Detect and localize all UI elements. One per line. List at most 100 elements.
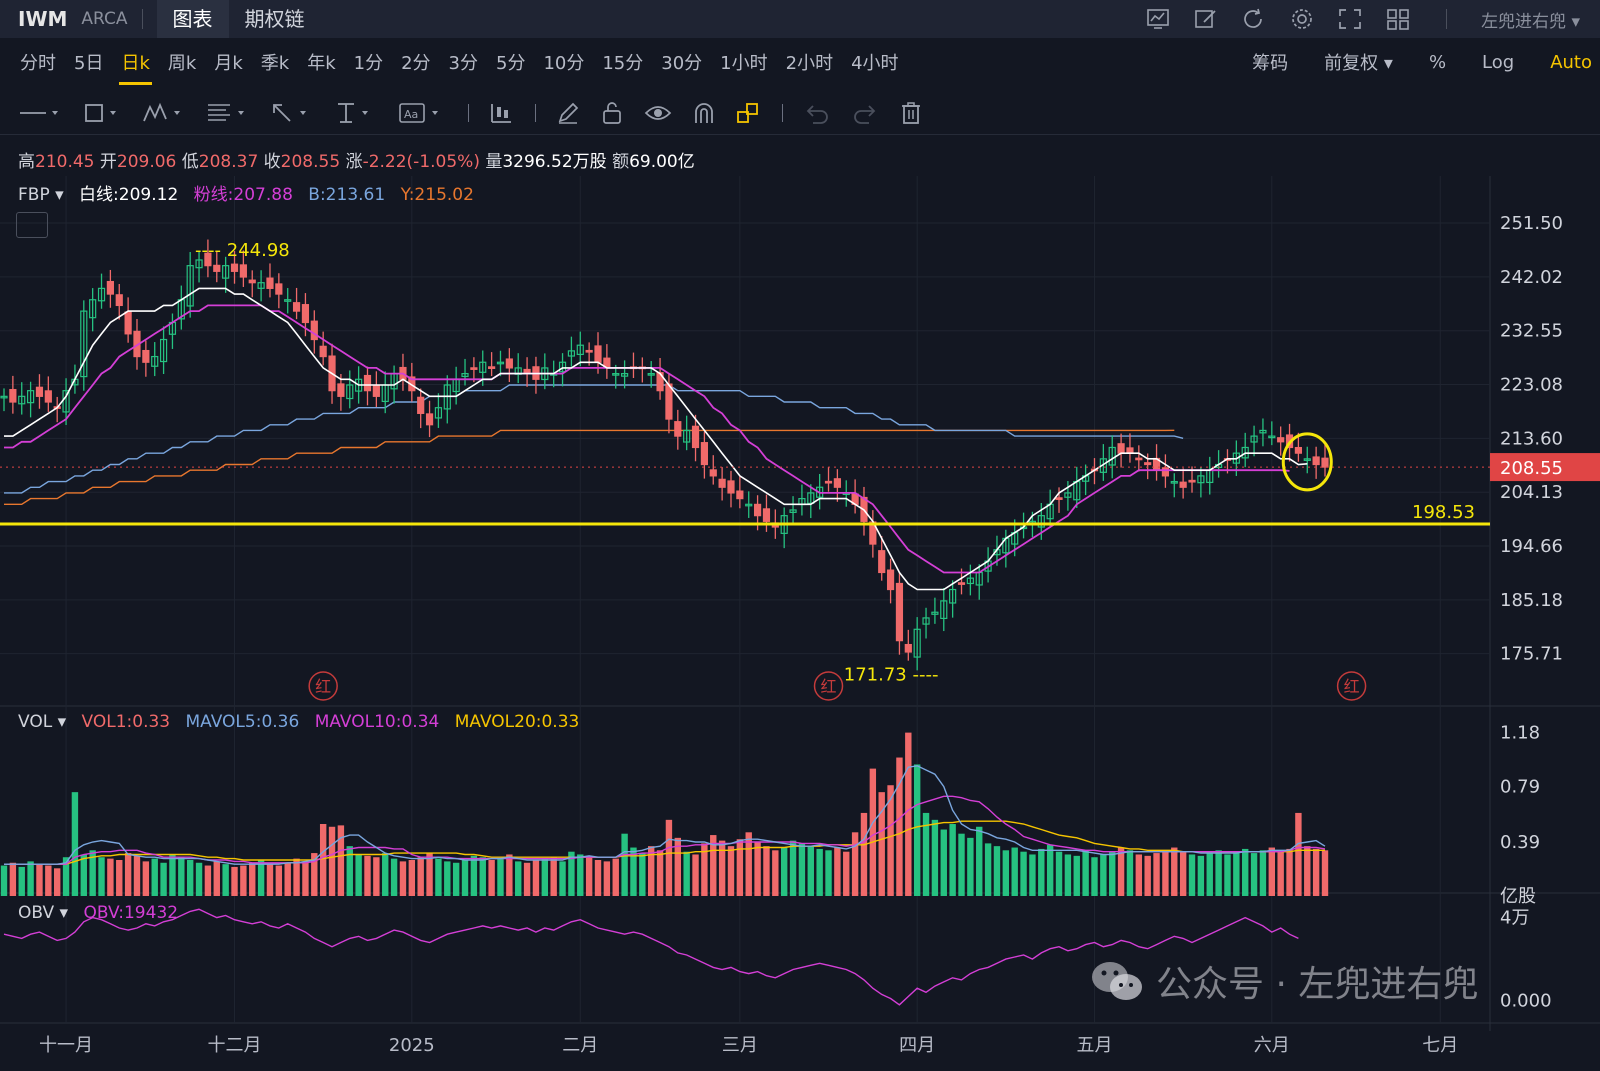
candle-body [727, 480, 735, 494]
draw-icon[interactable] [1192, 5, 1220, 33]
period-2min[interactable]: 2分 [401, 53, 431, 74]
text-tool-icon[interactable]: Aa [398, 95, 446, 131]
chart-options: 筹码 前复权 ▾ % Log Auto [1252, 40, 1592, 84]
auto-toggle[interactable]: Auto [1550, 51, 1592, 73]
vol1-value: VOL1:0.33 [81, 712, 171, 732]
volume-bar [843, 851, 850, 896]
signal-marker [308, 671, 338, 701]
adjust-dropdown[interactable]: 前复权 ▾ [1324, 53, 1393, 74]
candle-body [1170, 480, 1178, 484]
candle-body [372, 384, 380, 397]
settings-icon[interactable] [1288, 5, 1316, 33]
vol-indicator-name[interactable]: VOL ▾ [18, 712, 67, 732]
eye-icon[interactable] [644, 95, 672, 131]
volume-bar [887, 785, 894, 896]
period-weekly[interactable]: 周k [167, 53, 197, 74]
collapse-button[interactable] [16, 212, 48, 238]
candle-body [1250, 435, 1258, 443]
period-yearly[interactable]: 年k [307, 53, 336, 74]
high-value: 210.45 [35, 152, 95, 172]
volume-bar [674, 837, 681, 896]
period-4hour[interactable]: 4小时 [851, 53, 899, 74]
price-chart[interactable]: 251.50 242.02 232.55 223.08 213.60 204.13 194.… [0, 176, 1600, 1071]
candle-body [647, 373, 655, 376]
volume-bar [550, 857, 557, 896]
volume-bar [302, 861, 309, 896]
period-30min[interactable]: 30分 [661, 53, 703, 74]
period-1hour[interactable]: 1小时 [720, 53, 768, 74]
fib-tool-icon[interactable] [206, 95, 250, 131]
ticker-symbol: IWM [18, 7, 68, 31]
wechat-icon [1092, 962, 1142, 1000]
volume-bar [9, 862, 17, 896]
measure-tool-icon[interactable] [334, 95, 378, 131]
candle-body [878, 550, 886, 574]
period-15min[interactable]: 15分 [602, 53, 644, 74]
candle-body [1303, 458, 1311, 461]
period-quarterly[interactable]: 季k [260, 53, 290, 74]
volume-bar [364, 855, 371, 896]
percent-toggle[interactable]: % [1428, 51, 1447, 73]
period-5min[interactable]: 5分 [496, 53, 526, 74]
volume-bar [284, 862, 291, 896]
volume-bar [656, 850, 664, 896]
period-intraday[interactable]: 分时 [20, 53, 56, 74]
volume-bar [780, 847, 788, 896]
close-value: 208.55 [280, 152, 341, 172]
period-10min[interactable]: 10分 [543, 53, 585, 74]
lock-icon[interactable] [600, 95, 624, 131]
candle-body [461, 373, 469, 378]
refresh-icon[interactable] [1240, 5, 1268, 33]
sync-icon[interactable] [736, 95, 760, 131]
tab-chart[interactable]: 图表 [156, 0, 229, 38]
period-1min[interactable]: 1分 [353, 53, 384, 74]
user-menu[interactable]: 左兜进右兜 ▾ [1481, 11, 1580, 32]
line-tool-icon[interactable] [18, 95, 62, 131]
layout-icon[interactable] [1384, 5, 1412, 33]
pattern-tool-icon[interactable] [142, 95, 186, 131]
volume-legend: VOL ▾ VOL1:0.33 MAVOL5:0.36 MAVOL10:0.34… [18, 712, 589, 732]
highlight-circle [1281, 432, 1333, 492]
candle-body [89, 299, 97, 319]
tab-option-chain[interactable]: 期权链 [244, 7, 305, 31]
magnet-icon[interactable] [692, 95, 716, 131]
volume-bar [186, 860, 194, 896]
volume-bar [452, 862, 460, 896]
fullscreen-icon[interactable] [1336, 5, 1364, 33]
chips-button[interactable]: 筹码 [1252, 53, 1289, 74]
candle-body [576, 344, 584, 356]
time-axis-label: 三月 [722, 1035, 758, 1056]
candle-style-icon[interactable] [489, 95, 513, 131]
candle-body [807, 492, 815, 504]
volume-bar [1055, 851, 1063, 896]
low-label: 低 [181, 152, 199, 172]
volume-bar [816, 848, 823, 896]
volume-bar [639, 853, 646, 896]
pen-icon[interactable] [556, 95, 580, 131]
period-5day[interactable]: 5日 [74, 53, 104, 74]
indicator-icon[interactable] [1144, 5, 1172, 33]
undo-icon[interactable] [803, 95, 831, 131]
period-2hour[interactable]: 2小时 [785, 53, 834, 74]
rect-tool-icon[interactable] [82, 95, 122, 131]
period-monthly[interactable]: 月k [214, 53, 243, 74]
signal-marker [813, 671, 844, 701]
candle-body [230, 263, 239, 272]
candle-body [319, 345, 327, 358]
candle-body [1294, 446, 1303, 454]
fbp-indicator-name[interactable]: FBP ▾ [18, 185, 64, 205]
volume-bar [577, 854, 584, 896]
trash-icon[interactable] [899, 95, 923, 131]
log-toggle[interactable]: Log [1482, 51, 1515, 73]
obv-indicator-name[interactable]: OBV ▾ [18, 903, 69, 923]
period-daily[interactable]: 日k [117, 45, 153, 85]
redo-icon[interactable] [851, 95, 879, 131]
arrow-tool-icon[interactable] [270, 95, 314, 131]
volume-bar [1259, 850, 1267, 896]
volume-bar [195, 862, 203, 896]
volume-bar [1188, 854, 1196, 896]
svg-text:Aa: Aa [404, 108, 418, 121]
candle-body [151, 355, 159, 367]
period-3min[interactable]: 3分 [448, 53, 478, 74]
volume-bar [772, 850, 779, 896]
